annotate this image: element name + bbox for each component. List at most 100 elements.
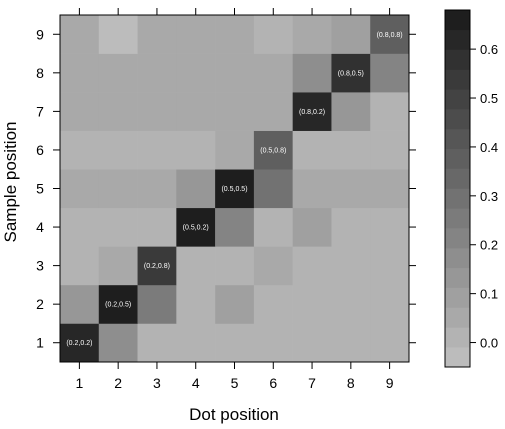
heatmap-cell (60, 169, 100, 209)
colorbar-tick-label: 0.5 (480, 91, 498, 106)
cell-label: (0.8,0.2) (299, 109, 325, 116)
colorbar-tick-label: 0.3 (480, 189, 498, 204)
heatmap-cell (370, 53, 410, 93)
heatmap-cell (98, 92, 138, 131)
y-tick-label: 7 (36, 103, 44, 119)
heatmap-cell (292, 246, 332, 286)
x-tick-label: 7 (308, 375, 316, 391)
heatmap-cell (331, 169, 371, 209)
heatmap-cell (60, 323, 100, 363)
heatmap-cell (292, 92, 332, 131)
heatmap-cell (176, 207, 216, 247)
heatmap-cell (98, 15, 138, 54)
colorbar-swatch (445, 228, 470, 249)
colorbar-tick-label: 0.6 (480, 42, 498, 57)
heatmap-cell (215, 92, 255, 131)
heatmap-cell (176, 92, 216, 131)
heatmap-cell (253, 207, 293, 247)
heatmap-cell (215, 169, 255, 209)
colorbar-swatch (445, 69, 470, 90)
y-tick-label: 2 (36, 296, 44, 312)
heatmap-cell (60, 130, 100, 170)
cell-label: (0.5,0.5) (221, 186, 247, 193)
heatmap-cell (253, 284, 293, 324)
heatmap-cell (370, 169, 410, 209)
heatmap-cell (292, 207, 332, 247)
heatmap-cell (253, 323, 293, 363)
heatmap-cell (292, 169, 332, 209)
heatmap-cell (370, 323, 410, 363)
y-tick-label: 3 (36, 258, 44, 274)
heatmap-cell (292, 130, 332, 170)
colorbar-swatch (445, 89, 470, 110)
heatmap-cell (137, 92, 177, 131)
y-tick-label: 9 (36, 26, 44, 42)
heatmap-cell (292, 15, 332, 54)
y-tick-label: 4 (36, 219, 44, 235)
colorbar-tick-label: 0.4 (480, 140, 498, 155)
colorbar-swatch (445, 29, 470, 50)
cell-label: (0.5,0.8) (260, 147, 286, 154)
colorbar-swatch (445, 129, 470, 150)
x-tick-label: 4 (192, 375, 200, 391)
cell-label: (0.5,0.2) (183, 225, 209, 232)
x-tick-label: 9 (386, 375, 394, 391)
colorbar-swatch (445, 168, 470, 189)
colorbar: 0.0 0.1 0.2 0.3 0.4 0.5 0.6 (444, 9, 498, 368)
heatmap-cell (253, 15, 293, 54)
y-tick-label: 8 (36, 65, 44, 81)
cell-label: (0.2,0.8) (144, 263, 170, 270)
heatmap-cell (331, 284, 371, 324)
heatmap-cell (331, 92, 371, 131)
y-tick-label: 1 (36, 335, 44, 351)
heatmap-cell (98, 169, 138, 209)
heatmap-cell (176, 169, 216, 209)
heatmap-cell (60, 53, 100, 93)
colorbar-swatch (445, 307, 470, 328)
y-axis-label: Sample position (1, 122, 20, 243)
colorbar-border (444, 9, 471, 368)
y-tick-label: 5 (36, 181, 44, 197)
heatmap-cell (215, 323, 255, 363)
cell-labels: (0.2,0.2) (0.2,0.5) (0.2,0.8) (0.5,0.2) (0.5… (66, 32, 402, 347)
heatmap-cell (331, 246, 371, 286)
heatmap-cell (370, 246, 410, 286)
heatmap-cell (215, 15, 255, 54)
heatmap-cell (176, 15, 216, 54)
colorbar-swatch (445, 10, 470, 31)
heatmap-cell (215, 284, 255, 324)
heatmap-cell (137, 169, 177, 209)
heatmap-cell (137, 130, 177, 170)
x-tick-label: 2 (114, 375, 122, 391)
x-tick-label: 5 (231, 375, 239, 391)
colorbar-swatch (445, 327, 470, 348)
heatmap-cell (253, 246, 293, 286)
colorbar-tick-label: 0.0 (480, 336, 498, 351)
heatmap-cells (60, 15, 410, 363)
heatmap-cell (215, 53, 255, 93)
heatmap-cell (60, 207, 100, 247)
colorbar-swatch (445, 109, 470, 130)
heatmap-cell (60, 15, 100, 54)
heatmap-cell (370, 92, 410, 131)
colorbar-swatch (445, 208, 470, 229)
heatmap-cell (292, 53, 332, 93)
heatmap-cell (60, 284, 100, 324)
heatmap-cell (253, 130, 293, 170)
heatmap-cell (331, 15, 371, 54)
heatmap-cell (176, 323, 216, 363)
colorbar-swatch (445, 287, 470, 308)
heatmap-cell (253, 169, 293, 209)
heatmap-cell (60, 92, 100, 131)
heatmap-cell (98, 323, 138, 363)
heatmap-cell (370, 207, 410, 247)
x-tick-label: 6 (269, 375, 277, 391)
heatmap-cell (137, 284, 177, 324)
heatmap-cell (98, 53, 138, 93)
heatmap-cell (98, 207, 138, 247)
heatmap-cell (176, 246, 216, 286)
heatmap-cell (215, 207, 255, 247)
heatmap-cell (370, 15, 410, 54)
x-axis: 1 2 3 4 5 6 7 8 9 (75, 8, 394, 391)
